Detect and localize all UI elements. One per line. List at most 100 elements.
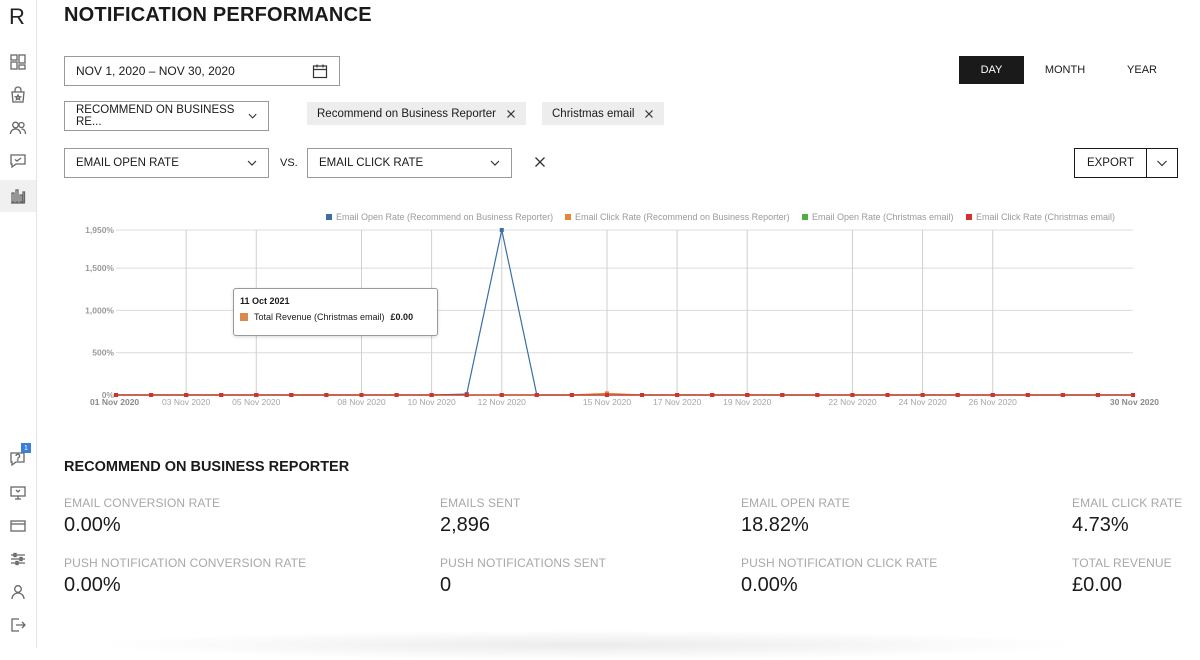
data-point <box>604 393 609 397</box>
data-point <box>1095 393 1100 397</box>
close-icon[interactable] <box>534 156 546 168</box>
logout-icon[interactable] <box>8 615 28 635</box>
stat-value: 4.73% <box>1072 514 1129 536</box>
chart-icon[interactable] <box>0 180 36 212</box>
data-point <box>359 393 364 397</box>
metric-a-value: EMAIL OPEN RATE <box>76 157 179 169</box>
legend-swatch <box>966 214 972 220</box>
sidebar: R 1 <box>0 0 37 648</box>
chat-icon[interactable] <box>8 151 28 171</box>
export-dropdown[interactable] <box>1147 149 1177 177</box>
stat-label: PUSH NOTIFICATION CLICK RATE <box>741 556 938 570</box>
data-point <box>710 393 715 397</box>
tooltip-value: £0.00 <box>390 312 414 322</box>
x-tick-label: 24 Nov 2020 <box>898 397 946 407</box>
stat-email-conversion-rate: EMAIL CONVERSION RATE 0.00% <box>64 496 220 537</box>
legend-label: Email Click Rate (Recommend on Business … <box>575 212 790 222</box>
tab-day[interactable]: DAY <box>959 56 1024 84</box>
chip-campaign: Christmas email <box>542 102 665 125</box>
legend-label: Email Open Rate (Recommend on Business R… <box>336 212 553 222</box>
data-point <box>885 393 890 397</box>
stat-value: 2,896 <box>440 514 491 536</box>
data-point <box>149 393 154 397</box>
stat-email-open-rate: EMAIL OPEN RATE 18.82% <box>741 496 850 537</box>
metric-b-select[interactable]: EMAIL CLICK RATE <box>307 148 512 178</box>
legend-swatch <box>802 214 808 220</box>
monitor-icon[interactable] <box>8 483 28 503</box>
users-icon[interactable] <box>8 118 28 138</box>
x-tick-label: 01 Nov 2020 <box>90 397 139 407</box>
data-point <box>184 393 189 397</box>
tooltip-label: Total Revenue (Christmas email) <box>254 312 385 322</box>
chevron-down-icon <box>247 160 257 166</box>
calendar-icon[interactable] <box>312 63 328 79</box>
tab-month[interactable]: MONTH <box>1044 64 1086 76</box>
close-icon[interactable] <box>506 109 516 119</box>
data-point <box>1131 393 1135 397</box>
data-point <box>289 393 294 397</box>
campaign-select[interactable]: RECOMMEND ON BUSINESS RE... <box>64 101 269 131</box>
shopping-bag-star-icon[interactable] <box>8 85 28 105</box>
data-point <box>324 393 329 397</box>
legend-swatch <box>565 214 571 220</box>
stat-label: EMAIL CONVERSION RATE <box>64 496 221 510</box>
credit-card-icon[interactable] <box>8 516 28 536</box>
sliders-icon[interactable] <box>8 549 28 569</box>
stat-email-click-rate: EMAIL CLICK RATE 4.73% <box>1072 496 1182 537</box>
stat-value: 0.00% <box>741 574 798 596</box>
stat-label: EMAIL CLICK RATE <box>1072 496 1183 510</box>
x-tick-label: 12 Nov 2020 <box>478 397 526 407</box>
stat-push-sent: PUSH NOTIFICATIONS SENT 0 <box>440 556 606 597</box>
date-range-picker[interactable]: NOV 1, 2020 – NOV 30, 2020 <box>64 56 340 86</box>
x-tick-label: 15 Nov 2020 <box>583 397 631 407</box>
data-point <box>640 393 645 397</box>
stat-total-revenue: TOTAL REVENUE £0.00 <box>1072 556 1172 597</box>
data-point <box>219 393 224 397</box>
app-logo[interactable]: R <box>9 4 25 29</box>
stat-value: 0.00% <box>64 514 121 536</box>
tab-year[interactable]: YEAR <box>1127 64 1157 76</box>
data-point <box>815 393 820 397</box>
data-point <box>254 393 259 397</box>
chip-campaign: Recommend on Business Reporter <box>307 102 526 125</box>
y-tick-label: 500% <box>92 348 114 358</box>
stat-label: PUSH NOTIFICATIONS SENT <box>440 556 607 570</box>
stat-value: £0.00 <box>1072 574 1123 596</box>
data-point <box>955 393 960 397</box>
x-tick-label: 17 Nov 2020 <box>653 397 701 407</box>
legend-label: Email Open Rate (Christmas email) <box>812 212 954 222</box>
x-tick-label: 05 Nov 2020 <box>232 397 280 407</box>
chevron-down-icon <box>1157 160 1167 167</box>
data-point <box>920 393 925 397</box>
export-button[interactable]: EXPORT <box>1075 149 1147 177</box>
y-tick-label: 1,950% <box>85 225 114 235</box>
x-tick-label: 08 Nov 2020 <box>337 397 385 407</box>
dashboard-icon[interactable] <box>8 52 28 72</box>
help-chat-icon[interactable]: 1 <box>8 443 31 469</box>
user-icon[interactable] <box>8 582 28 602</box>
x-tick-label: 22 Nov 2020 <box>828 397 876 407</box>
data-point <box>114 393 118 397</box>
close-icon[interactable] <box>644 109 654 119</box>
data-point <box>850 393 855 397</box>
y-tick-label: 1,000% <box>85 305 114 315</box>
metric-a-select[interactable]: EMAIL OPEN RATE <box>64 148 269 178</box>
data-point <box>569 393 574 397</box>
campaign-select-value: RECOMMEND ON BUSINESS RE... <box>76 104 235 128</box>
data-point <box>499 228 504 232</box>
x-tick-label: 03 Nov 2020 <box>162 397 210 407</box>
line-chart: 0% 500% 1,000% 1,500% 1,950% 01 Nov 2020 03 No… <box>85 212 1159 407</box>
stat-emails-sent: EMAILS SENT 2,896 <box>440 496 520 537</box>
x-tick-label: 19 Nov 2020 <box>723 397 771 407</box>
data-point <box>429 393 434 397</box>
data-point <box>780 393 785 397</box>
legend-swatch <box>326 214 332 220</box>
legend-label: Email Click Rate (Christmas email) <box>976 212 1115 222</box>
chevron-down-icon <box>248 113 257 119</box>
data-point <box>464 393 469 397</box>
data-point <box>394 393 399 397</box>
chevron-down-icon <box>490 160 500 166</box>
date-range-value: NOV 1, 2020 – NOV 30, 2020 <box>76 64 235 78</box>
data-point <box>1060 393 1065 397</box>
data-point <box>534 393 539 397</box>
